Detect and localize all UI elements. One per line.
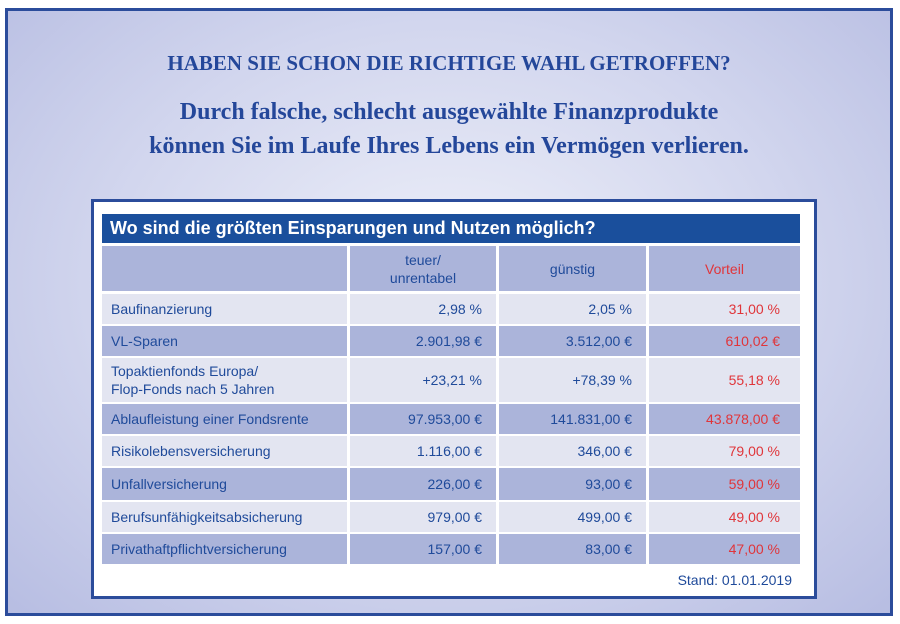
cell-value: +23,21 % xyxy=(350,358,496,402)
table-row: VL-Sparen 2.901,98 €3.512,00 €610,02 € xyxy=(102,326,800,356)
table-row: Risikolebensversicherung 1.116,00 €346,00… xyxy=(102,436,800,466)
cell-value: 226,00 € xyxy=(350,468,496,500)
cell-value: 141.831,00 € xyxy=(499,404,646,434)
column-header: günstig xyxy=(499,246,646,291)
cell-value: 83,00 € xyxy=(499,534,646,564)
cell-value: 979,00 € xyxy=(350,502,496,532)
table-row: Berufsunfähigkeitsabsicherung 979,00 €499… xyxy=(102,502,800,532)
subline-line-1: Durch falsche, schlecht ausgewählte Fina… xyxy=(179,99,719,125)
cell-value: 1.116,00 € xyxy=(350,436,496,466)
cell-value: 157,00 € xyxy=(350,534,496,564)
cell-value: 31,00 % xyxy=(649,294,800,324)
row-label: Unfallversicherung xyxy=(102,468,347,500)
table-row: Ablaufleistung einer Fondsrente 97.953,00… xyxy=(102,404,800,434)
table-row: Privathaftpflichtversicherung 157,00 €83,… xyxy=(102,534,800,564)
row-label: Risikolebensversicherung xyxy=(102,436,347,466)
cell-value: 97.953,00 € xyxy=(350,404,496,434)
cell-value: 79,00 % xyxy=(649,436,800,466)
cell-value: 3.512,00 € xyxy=(499,326,646,356)
cell-value: 2,05 % xyxy=(499,294,646,324)
table-row: Topaktienfonds Europa/ Flop-Fonds nach 5… xyxy=(102,358,800,402)
subline: Durch falsche, schlecht ausgewählte Fina… xyxy=(8,95,890,163)
subline-line-2: können Sie im Laufe Ihres Lebens ein Ver… xyxy=(149,133,749,159)
comparison-panel: Wo sind die größten Einsparungen und Nut… xyxy=(91,199,817,599)
cell-value: 59,00 % xyxy=(649,468,800,500)
row-label: Ablaufleistung einer Fondsrente xyxy=(102,404,347,434)
headline: HABEN SIE SCHON DIE RICHTIGE WAHL GETROF… xyxy=(167,51,731,75)
cell-value: 610,02 € xyxy=(649,326,800,356)
cell-value: 346,00 € xyxy=(499,436,646,466)
row-label: Berufsunfähigkeitsabsicherung xyxy=(102,502,347,532)
row-label: VL-Sparen xyxy=(102,326,347,356)
cell-value: +78,39 % xyxy=(499,358,646,402)
table-header-row: teuer/ unrentabel günstig Vorteil xyxy=(102,246,800,291)
table-row: Baufinanzierung 2,98 % 2,05 % 31,00 % xyxy=(102,294,800,324)
cell-value: 43.878,00 € xyxy=(649,404,800,434)
row-label: Baufinanzierung xyxy=(102,294,347,324)
row-label: Topaktienfonds Europa/ Flop-Fonds nach 5… xyxy=(102,358,347,402)
table-title: Wo sind die größten Einsparungen und Nut… xyxy=(102,214,800,243)
cell-value: 47,00 % xyxy=(649,534,800,564)
column-header xyxy=(102,246,347,291)
column-header: teuer/ unrentabel xyxy=(350,246,496,291)
cell-value: 49,00 % xyxy=(649,502,800,532)
column-header: Vorteil xyxy=(649,246,800,291)
stand-date: Stand: 01.01.2019 xyxy=(677,572,792,588)
cell-value: 2.901,98 € xyxy=(350,326,496,356)
cell-value: 499,00 € xyxy=(499,502,646,532)
cell-value: 93,00 € xyxy=(499,468,646,500)
row-label: Privathaftpflichtversicherung xyxy=(102,534,347,564)
cell-value: 55,18 % xyxy=(649,358,800,402)
table-row: Unfallversicherung 226,00 €93,00 €59,00 % xyxy=(102,468,800,500)
flyer-frame: HABEN SIE SCHON DIE RICHTIGE WAHL GETROF… xyxy=(5,8,893,616)
cell-value: 2,98 % xyxy=(350,294,496,324)
